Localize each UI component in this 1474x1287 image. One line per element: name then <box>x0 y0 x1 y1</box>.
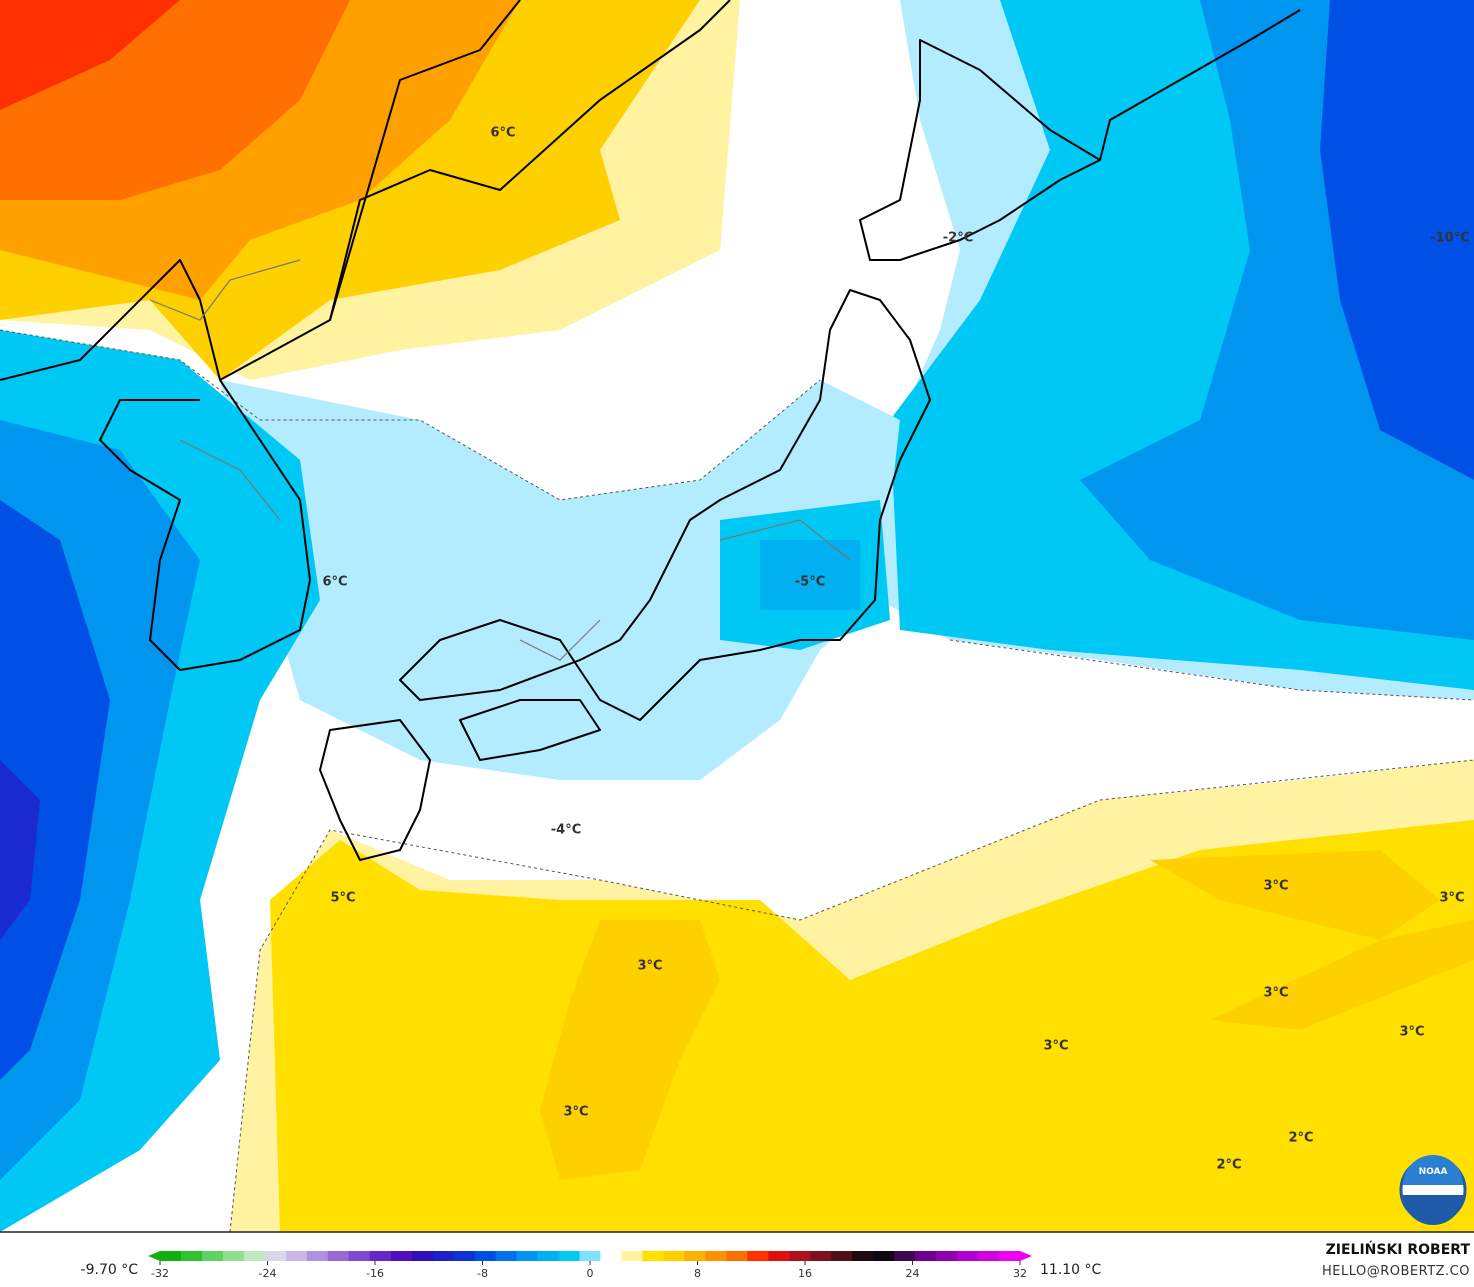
logo-text: NOAA <box>1419 1167 1448 1177</box>
colorbar-segment <box>537 1251 560 1261</box>
colorbar-segment <box>726 1251 748 1261</box>
contour-label: 2°C <box>1288 1131 1313 1146</box>
colorbar-segment <box>516 1251 539 1261</box>
colorbar-segment <box>978 1251 1000 1261</box>
contour-label: 3°C <box>1439 891 1464 906</box>
contour-label: 6°C <box>322 575 347 590</box>
contour-label: -10°C <box>1430 231 1470 246</box>
coastlines <box>0 0 1301 861</box>
colorbar-segment <box>894 1251 916 1261</box>
colorbar-segment <box>579 1251 601 1261</box>
colorbar-segment <box>957 1251 979 1261</box>
colorbar-segment <box>936 1251 958 1261</box>
colorbar-tick-label: -8 <box>477 1267 488 1280</box>
contour-label: 3°C <box>637 959 662 974</box>
colorbar-segment <box>411 1251 434 1261</box>
colorbar-segment <box>747 1251 769 1261</box>
colorbar-segment <box>264 1251 287 1261</box>
colorbar-tick-label: 24 <box>906 1267 920 1280</box>
temperature-field <box>0 0 1474 1233</box>
contour-labels: 6°C -2°C -10°C 6°C -5°C -4°C 5°C 3°C 3°C… <box>322 126 1469 1173</box>
email: HELLO@ROBERTZ.CO <box>1322 1264 1470 1279</box>
colorbar-segment <box>831 1251 853 1261</box>
colorbar-segment <box>663 1251 685 1261</box>
colorbar-segment <box>306 1251 329 1261</box>
colorbar-segment <box>768 1251 790 1261</box>
colorbar-end <box>148 1251 160 1261</box>
colorbar-segment <box>390 1251 413 1261</box>
colorbar-segment <box>348 1251 371 1261</box>
colorbar-segment <box>684 1251 706 1261</box>
colorbar-segment <box>180 1251 203 1261</box>
colorbar-segment <box>873 1251 895 1261</box>
colorbar-tick-label: -16 <box>366 1267 384 1280</box>
author: ZIELIŃSKI ROBERT <box>1326 1240 1471 1258</box>
contour-label: 3°C <box>1263 879 1288 894</box>
colorbar: -32 -24 -16 -8 0 8 16 24 32 <box>148 1251 1032 1280</box>
contour-label: -4°C <box>551 823 581 838</box>
colorbar-segment <box>621 1251 643 1261</box>
colorbar-segment <box>243 1251 266 1261</box>
colorbar-tick-label: -24 <box>259 1267 277 1280</box>
colorbar-segment <box>558 1251 581 1261</box>
contour-label: 5°C <box>330 891 355 906</box>
colorbar-segment <box>789 1251 811 1261</box>
colorbar-tick-label: 0 <box>587 1267 594 1280</box>
colorbar-segment <box>852 1251 874 1261</box>
colorbar-tick-label: -32 <box>151 1267 169 1280</box>
colorbar-segment <box>600 1251 622 1261</box>
colorbar-segment <box>160 1251 182 1261</box>
min-value: -9.70 °C <box>81 1262 139 1278</box>
colorbar-tick-label: 16 <box>798 1267 812 1280</box>
contour-label: 3°C <box>1263 986 1288 1001</box>
colorbar-segment <box>495 1251 518 1261</box>
colorbar-segment <box>285 1251 308 1261</box>
contour-label: 2°C <box>1216 1158 1241 1173</box>
contour-label: 3°C <box>1043 1039 1068 1054</box>
colorbar-segment <box>432 1251 455 1261</box>
colorbar-segment <box>915 1251 937 1261</box>
colorbar-segment <box>642 1251 664 1261</box>
colorbar-end <box>1020 1251 1032 1261</box>
colorbar-tick-label: 8 <box>694 1267 701 1280</box>
noaa-logo: NOAA <box>1399 1155 1467 1225</box>
colorbar-segment <box>369 1251 392 1261</box>
colorbar-segment <box>453 1251 476 1261</box>
contour-label: 6°C <box>490 126 515 141</box>
max-value: 11.10 °C <box>1040 1262 1102 1278</box>
colorbar-segment <box>222 1251 245 1261</box>
colorbar-segment <box>201 1251 224 1261</box>
contour-label: 3°C <box>563 1105 588 1120</box>
contour-label: -2°C <box>943 231 973 246</box>
colorbar-segment <box>327 1251 350 1261</box>
colorbar-segment <box>810 1251 832 1261</box>
colorbar-tick-label: 32 <box>1013 1267 1027 1280</box>
contour-label: 3°C <box>1399 1025 1424 1040</box>
colorbar-segment <box>705 1251 727 1261</box>
colorbar-segment <box>474 1251 497 1261</box>
contour-label: -5°C <box>795 575 825 590</box>
colorbar-segment <box>999 1251 1021 1261</box>
